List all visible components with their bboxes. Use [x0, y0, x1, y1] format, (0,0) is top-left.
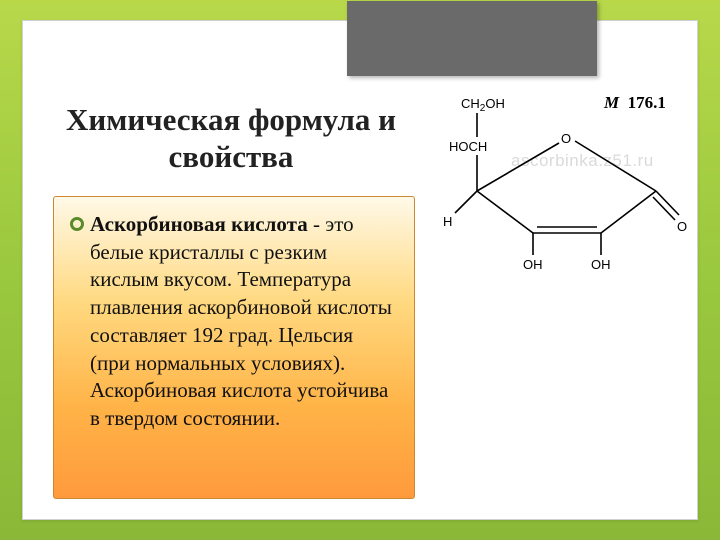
bond-h — [455, 191, 477, 213]
label-oh1: OH — [523, 257, 543, 272]
bond-ring-bottom-left — [477, 191, 533, 233]
chemical-structure: ascorbinka.z51.ru M 176.1 CH2OH HOCH O H — [441, 93, 691, 283]
bond-ring-top-left — [477, 143, 559, 191]
slide-title: Химическая формула и свойства — [51, 101, 411, 175]
corner-decoration — [347, 1, 597, 76]
bond-ring-top-right — [575, 141, 656, 191]
label-hoch: HOCH — [449, 139, 487, 154]
body-paragraph: Аскорбиновая кислота - это белые кристал… — [90, 211, 398, 433]
label-o-double: O — [677, 219, 687, 234]
body-lead-bold: Аскорбиновая кислота — [90, 212, 308, 236]
body-rest: - это белые кристаллы с резким кислым вк… — [90, 212, 392, 430]
label-h: H — [443, 214, 452, 229]
bond-ring-bottom-right — [601, 191, 656, 233]
slide-frame: Химическая формула и свойства Аскорбинов… — [22, 20, 698, 520]
label-ring-o: O — [561, 131, 571, 146]
label-ch2oh: CH2OH — [461, 96, 505, 114]
body-text-box: Аскорбиновая кислота - это белые кристал… — [53, 196, 415, 499]
molecule-diagram: CH2OH HOCH O H O OH OH — [441, 93, 691, 283]
bullet-ring-icon — [70, 217, 84, 231]
label-oh2: OH — [591, 257, 611, 272]
